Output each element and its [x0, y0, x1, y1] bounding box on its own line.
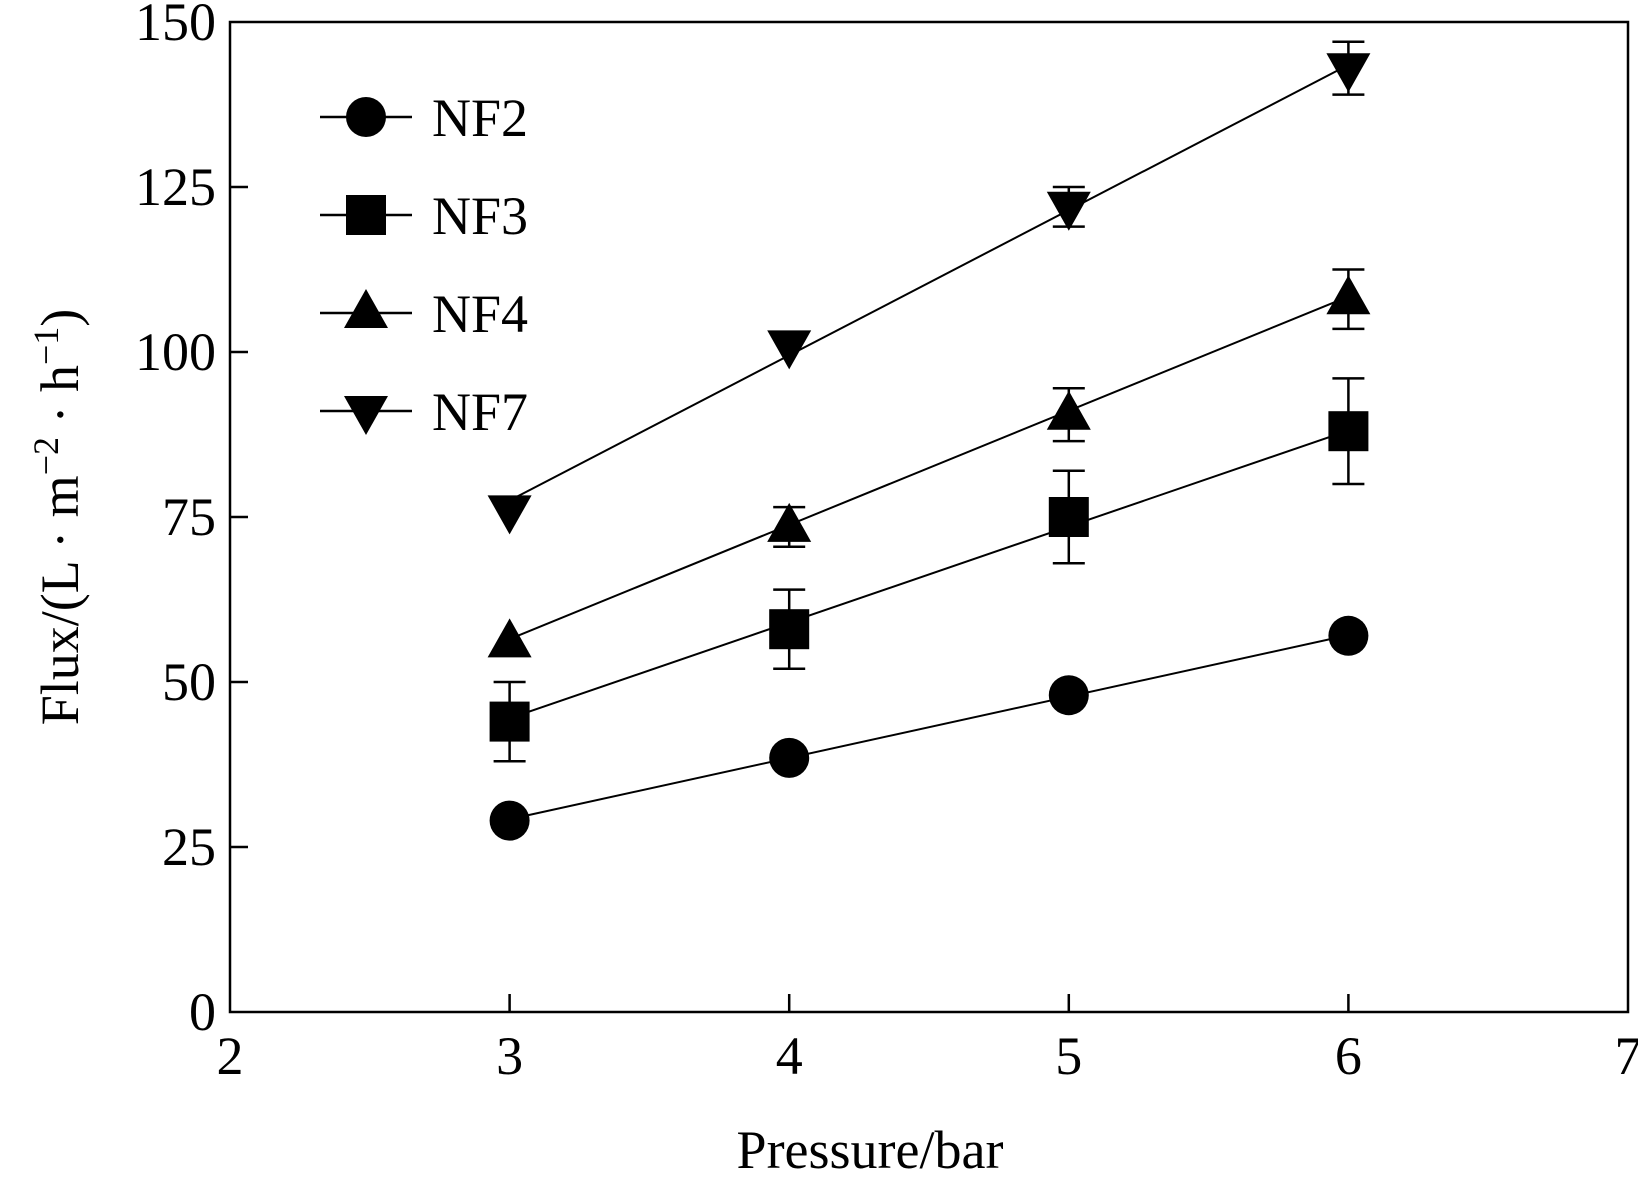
point-nf4 [1046, 390, 1091, 430]
legend-label-nf4: NF4 [432, 284, 528, 344]
y-axis-title: Flux/(L · m−2 · h−1) [26, 309, 90, 726]
y-tick-label: 0 [189, 982, 216, 1042]
y-tick-label: 125 [135, 157, 216, 217]
point-nf2 [489, 800, 530, 841]
point-nf4 [1326, 275, 1371, 315]
fit-line-nf3 [509, 429, 1349, 720]
plot-frame [228, 20, 1630, 1014]
legend-marker-nf7 [344, 396, 388, 435]
point-nf3 [1328, 411, 1369, 452]
y-axis-title-sup1: −2 [26, 437, 66, 475]
legend: NF2 NF3 NF4 NF7 [320, 88, 528, 442]
y-axis-ticks: 0 25 50 75 100 125 150 [135, 0, 248, 1042]
y-tick-label: 25 [162, 817, 216, 877]
fit-line-nf2 [509, 634, 1349, 821]
y-axis-title-suffix: ) [30, 309, 90, 327]
point-nf7 [487, 495, 532, 535]
x-tick-label: 7 [1615, 1026, 1638, 1086]
y-axis-title-mid: · h [30, 365, 90, 437]
legend-label-nf3: NF3 [432, 186, 528, 246]
point-nf7 [1046, 191, 1091, 231]
point-nf3 [489, 701, 530, 742]
legend-marker-nf3 [346, 195, 386, 235]
fit-line-nf7 [509, 64, 1349, 502]
y-axis-title-prefix: Flux/(L · m [30, 475, 90, 725]
legend-marker-nf4 [344, 289, 388, 328]
x-tick-label: 3 [496, 1026, 523, 1086]
data-markers [487, 53, 1371, 841]
y-tick-label: 75 [162, 487, 216, 547]
point-nf3 [1048, 497, 1089, 537]
fit-line-nf4 [509, 295, 1349, 641]
y-tick-label: 100 [135, 322, 216, 382]
point-nf2 [769, 737, 810, 778]
fit-lines [509, 64, 1349, 821]
x-tick-label: 5 [1055, 1026, 1082, 1086]
point-nf3 [769, 609, 810, 650]
point-nf4 [487, 618, 532, 658]
legend-marker-nf2 [346, 97, 386, 137]
y-tick-label: 150 [135, 0, 216, 52]
y-tick-label: 50 [162, 652, 216, 712]
x-tick-label: 2 [217, 1026, 244, 1086]
x-axis-title: Pressure/bar [737, 1120, 1004, 1180]
x-tick-label: 6 [1335, 1026, 1362, 1086]
legend-label-nf2: NF2 [432, 88, 528, 148]
point-nf7 [767, 330, 812, 370]
point-nf2 [1328, 615, 1369, 656]
y-axis-title-sup2: −1 [26, 327, 66, 365]
error-bars [493, 40, 1365, 763]
x-tick-label: 4 [776, 1026, 803, 1086]
point-nf7 [1326, 53, 1371, 93]
x-axis-ticks: 2 3 4 5 6 7 [217, 994, 1638, 1086]
point-nf4 [767, 502, 812, 542]
point-nf2 [1048, 675, 1089, 716]
legend-label-nf7: NF7 [432, 382, 528, 442]
